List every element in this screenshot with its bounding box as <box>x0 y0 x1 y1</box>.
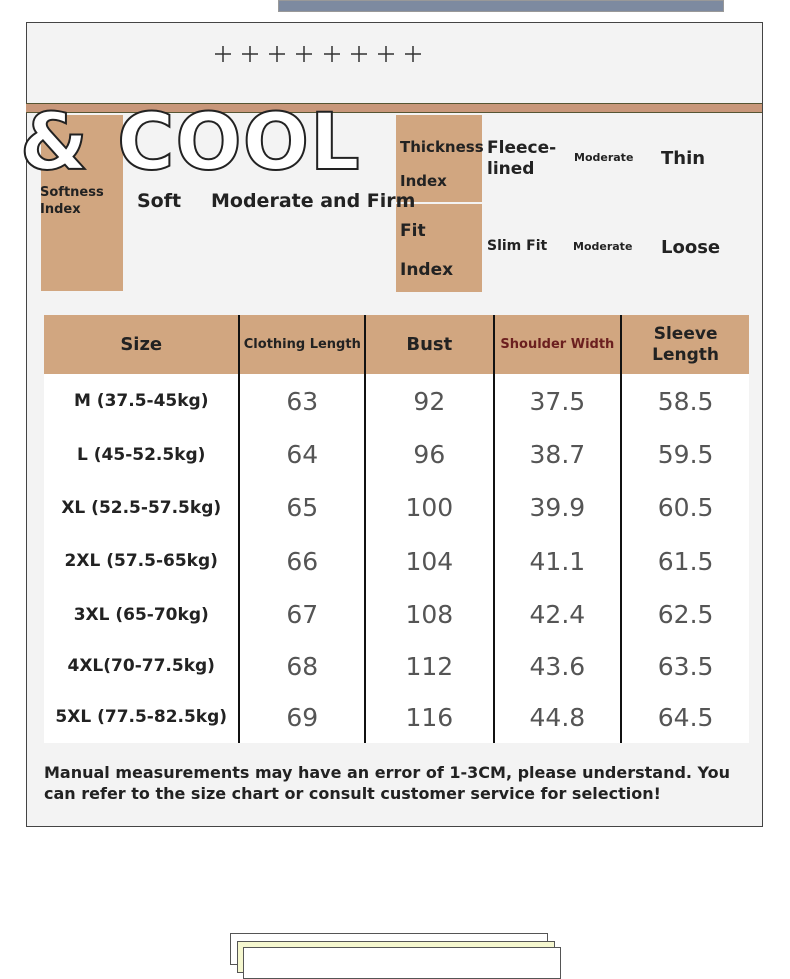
measure-cell: 116 <box>365 691 495 743</box>
measure-cell: 108 <box>365 588 495 641</box>
row: 3XL (65-70kg) 67 108 42.4 62.5 <box>44 588 749 641</box>
fit-box <box>396 204 482 292</box>
note: Manual measurements may have an error of… <box>44 763 731 803</box>
measure-cell: 44.8 <box>493 691 623 743</box>
measure-cell: 60.5 <box>657 493 714 522</box>
decoration <box>215 46 421 62</box>
header-cell: Sleeve Length <box>652 323 720 365</box>
measure-cell: 62.5 <box>657 600 714 629</box>
size-cell: XL (52.5-57.5kg) <box>44 481 241 534</box>
measure-cell: 59.5 <box>657 440 714 469</box>
thickness-option: Moderate <box>574 151 634 164</box>
measure-cell: 66 <box>239 534 367 588</box>
row: XL (52.5-57.5kg) 65 100 39.9 60.5 <box>44 481 749 534</box>
softness-option: Moderate and Firm <box>211 190 416 212</box>
product-photo <box>278 0 724 12</box>
measure-cell: 112 <box>365 641 495 691</box>
size-table: Size Clothing Length Bust Shoulder Width Sle… <box>44 315 749 743</box>
next-section <box>243 947 561 979</box>
row: M (37.5-45kg) 63 92 37.5 58.5 <box>44 374 749 428</box>
measure-cell: 100 <box>365 481 495 534</box>
measure-cell: 68 <box>239 641 367 691</box>
softness-box <box>41 115 123 291</box>
fit-option: Moderate <box>573 240 633 253</box>
measure-cell: 69 <box>239 691 367 743</box>
fit-option: Slim Fit <box>487 238 548 254</box>
size-cell: M (37.5-45kg) <box>44 374 241 428</box>
measure-cell: 61.5 <box>657 546 714 576</box>
measure-cell: 41.1 <box>493 534 623 588</box>
fit-label: Fit Index <box>400 221 454 280</box>
row: L (45-52.5kg) 64 96 38.7 59.5 <box>44 428 749 481</box>
measure-cell: 63 <box>239 374 367 428</box>
measure-cell: 65 <box>239 481 367 534</box>
softness-label: Softness Index <box>40 185 104 217</box>
measure-cell: 104 <box>365 534 495 588</box>
size-cell: 3XL (65-70kg) <box>44 588 241 641</box>
thickness-option: Thin <box>661 148 706 169</box>
measure-cell: 37.5 <box>493 374 623 428</box>
header-cell: Bust <box>365 315 495 374</box>
thickness-box <box>396 115 482 202</box>
size-cell: 4XL(70-77.5kg) <box>44 641 241 691</box>
size-cell: 5XL (77.5-82.5kg) <box>44 691 241 743</box>
header-cell: Clothing Length <box>239 315 367 374</box>
size-cell: 2XL (57.5-65kg) <box>44 534 241 588</box>
page: & COOL Softness Index Soft Moderate and … <box>19 0 763 979</box>
row: 2XL (57.5-65kg) 66 104 41.1 61.5 <box>44 534 749 588</box>
measure-cell: 63.5 <box>657 651 714 681</box>
measure-cell: 67 <box>239 588 367 641</box>
header-cell: Size <box>44 315 241 374</box>
measure-cell: 43.6 <box>493 641 623 691</box>
measure-cell: 92 <box>365 374 495 428</box>
measure-cell: 96 <box>365 428 495 481</box>
header-cell: Shoulder Width <box>493 315 623 374</box>
headline: & COOL <box>19 98 361 188</box>
measure-cell: 39.9 <box>493 481 623 534</box>
divider-strip <box>26 103 762 113</box>
fit-option: Loose <box>661 237 721 258</box>
thickness-label: Thickness Index <box>400 138 484 190</box>
measure-cell: 58.5 <box>657 386 714 416</box>
softness-option: Soft <box>137 190 182 212</box>
measure-cell: 64.5 <box>657 702 714 732</box>
measure-cell: 64 <box>239 428 367 481</box>
thickness-option: Fleece-lined <box>487 138 557 179</box>
measure-cell: 38.7 <box>493 428 623 481</box>
row: 5XL (77.5-82.5kg) 69 116 44.8 64.5 <box>44 691 749 743</box>
row: 4XL(70-77.5kg) 68 112 43.6 63.5 <box>44 641 749 691</box>
header-row: Size Clothing Length Bust Shoulder Width Sle… <box>44 315 749 374</box>
size-cell: L (45-52.5kg) <box>44 428 241 481</box>
measure-cell: 42.4 <box>493 588 623 641</box>
